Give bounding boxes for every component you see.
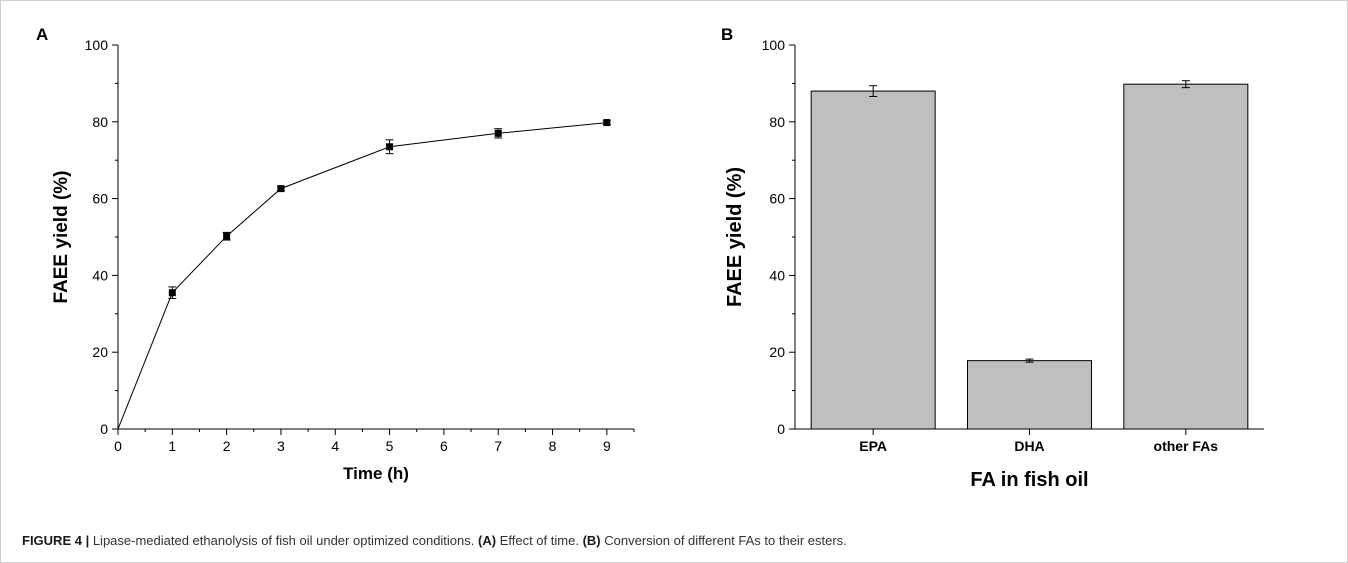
a-y-axis-title: FAEE yield (%): [51, 170, 72, 303]
b-category-label: DHA: [1014, 438, 1044, 454]
a-x-tick-label: 2: [223, 438, 231, 454]
a-data-point: [223, 232, 231, 240]
panel-a-letter: A: [36, 25, 48, 44]
b-y-axis-title: FAEE yield (%): [724, 167, 746, 307]
a-x-axis-title: Time (h): [343, 464, 409, 483]
a-x-tick-label: 8: [549, 438, 557, 454]
a-x-tick-label: 1: [168, 438, 176, 454]
a-y-tick-label: 20: [92, 344, 108, 360]
b-category-label: EPA: [859, 438, 887, 454]
a-y-tick-label: 0: [100, 421, 108, 437]
caption-a-text: Effect of time.: [499, 533, 579, 548]
a-data-point: [277, 185, 285, 193]
a-x-tick-label: 7: [494, 438, 502, 454]
a-x-tick-label: 9: [603, 438, 611, 454]
a-y-tick-label: 60: [92, 191, 108, 207]
b-y-tick-label: 60: [769, 191, 785, 207]
b-y-tick-label: 100: [762, 37, 786, 53]
a-data-point: [603, 119, 611, 127]
a-y-tick-label: 100: [85, 37, 109, 53]
b-y-tick-label: 40: [769, 267, 785, 283]
caption-b-text: Conversion of different FAs to their est…: [604, 533, 847, 548]
b-y-tick-label: 80: [769, 114, 785, 130]
chart-b: 0 20 40 60 80 100 EPA DHA other FAs FA in fish oi…: [724, 37, 1264, 491]
a-x-tick-label: 3: [277, 438, 285, 454]
b-y-tick-label: 20: [769, 344, 785, 360]
b-x-axis-title: FA in fish oil: [970, 469, 1088, 491]
a-data-point: [386, 143, 394, 151]
b-bar: [810, 90, 936, 430]
b-category-label: other FAs: [1154, 438, 1219, 454]
caption-text: Lipase-mediated ethanolysis of fish oil …: [92, 533, 475, 548]
a-x-tick-label: 5: [386, 438, 394, 454]
a-series-line: [117, 122, 607, 430]
figure-caption: FIGURE 4 | Lipase-mediated ethanolysis o…: [22, 533, 1332, 548]
caption-a-ref: (A): [478, 533, 497, 548]
a-y-tick-label: 80: [92, 114, 108, 130]
panel-b-letter: B: [721, 25, 733, 44]
a-data-point: [494, 129, 502, 137]
b-y-tick-label: 0: [777, 421, 785, 437]
chart-a: 0 20 40 60 80 100 0 1 2 3 4 5 6 7 8 9 Time (h) FAEE yield…: [51, 37, 635, 483]
b-bar: [1123, 83, 1249, 430]
a-x-tick-label: 6: [440, 438, 448, 454]
a-x-tick-label: 4: [331, 438, 339, 454]
a-data-point: [168, 289, 176, 297]
caption-label: FIGURE 4 |: [22, 533, 90, 548]
b-bar: [967, 360, 1092, 430]
a-x-tick-label: 0: [114, 438, 122, 454]
caption-b-ref: (B): [582, 533, 601, 548]
a-y-tick-label: 40: [92, 267, 108, 283]
